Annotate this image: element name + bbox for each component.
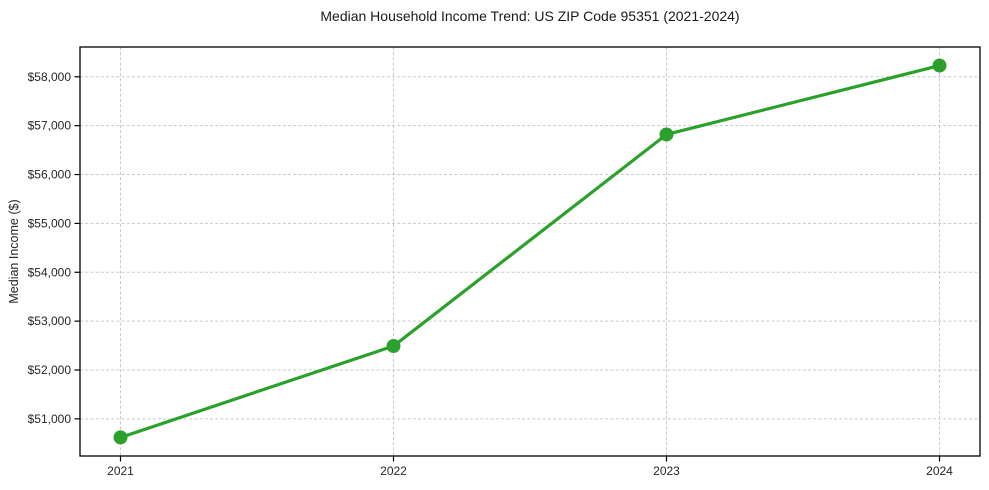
axes-layer (74, 46, 981, 462)
trend-line-series (113, 58, 947, 445)
plot-border (79, 46, 981, 457)
y-tick-label: $56,000 (28, 168, 72, 182)
y-tick-label: $54,000 (28, 265, 72, 279)
y-tick-label: $53,000 (28, 314, 72, 328)
x-tick-label: 2023 (653, 464, 680, 478)
trend-line (118, 63, 942, 440)
y-tick-label: $55,000 (28, 216, 72, 230)
x-tick-label: 2022 (380, 464, 407, 478)
y-tick-label: $51,000 (28, 412, 72, 426)
x-tick-label: 2021 (107, 464, 134, 478)
data-point (113, 430, 128, 445)
data-point (386, 339, 401, 354)
y-tick-label: $57,000 (28, 119, 72, 133)
y-tick-label: $52,000 (28, 363, 72, 377)
y-axis-label: Median Income ($) (7, 199, 21, 303)
grid-layer (80, 47, 980, 456)
chart-title: Median Household Income Trend: US ZIP Co… (320, 8, 740, 24)
data-point (932, 58, 947, 73)
label-layer: Median Income ($) $51,000 $52,000 $53,000 $… (7, 70, 953, 478)
data-point (659, 127, 674, 142)
x-tick-label: 2024 (926, 464, 953, 478)
y-tick-label: $58,000 (28, 70, 72, 84)
